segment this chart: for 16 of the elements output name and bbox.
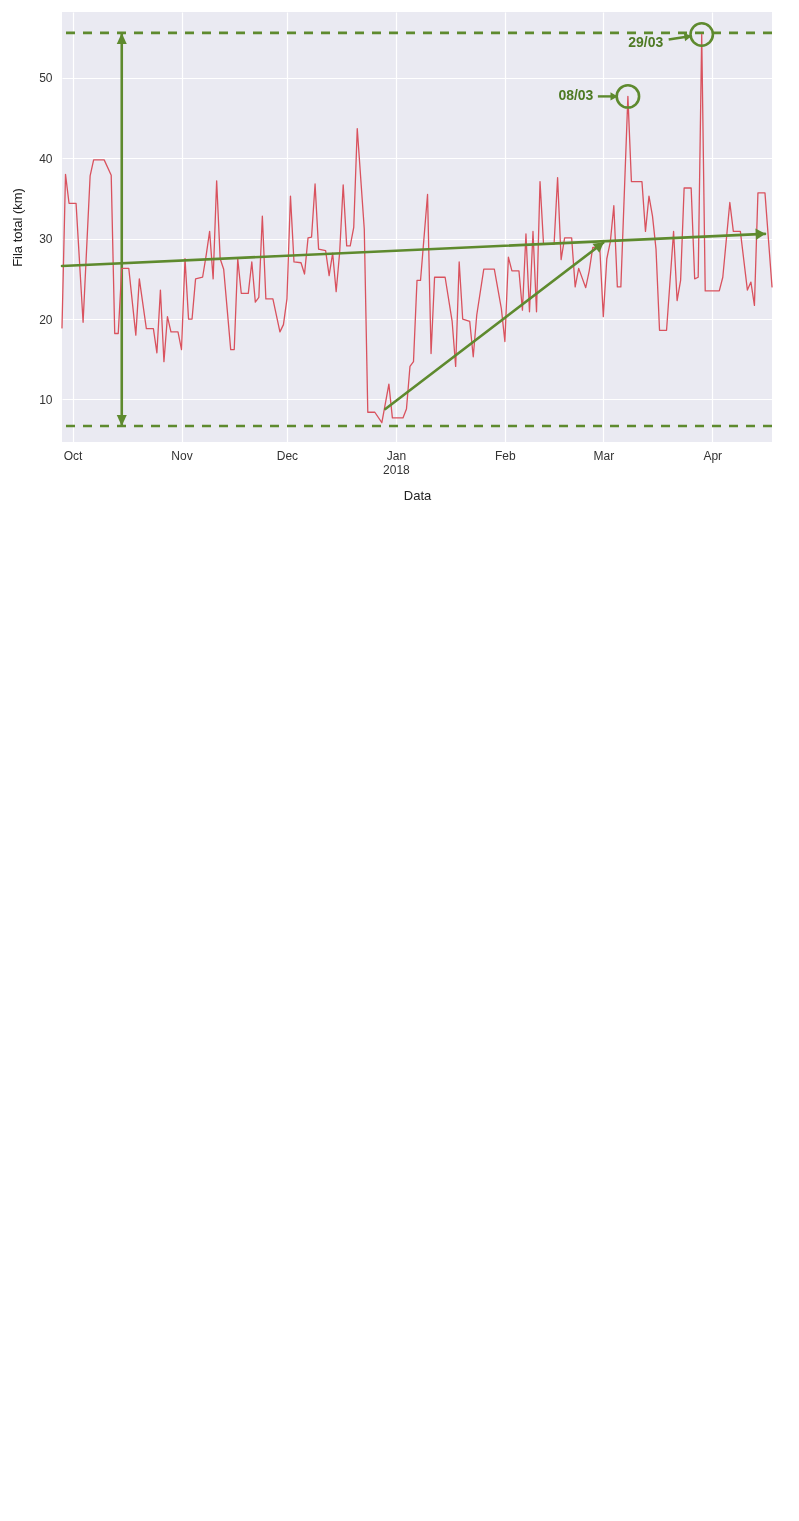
y-tick-label: 10 — [39, 392, 53, 407]
x-tick-label: Feb — [495, 448, 517, 463]
x-tick-label: Oct — [63, 448, 84, 463]
annotation: 08/03 — [558, 87, 594, 104]
x-axis-title: Data — [403, 487, 432, 503]
annotation: 29/03 — [628, 33, 664, 50]
y-tick-label: 20 — [39, 312, 53, 327]
x-tick-label: Mar — [593, 448, 615, 463]
y-axis-title: Fila total (km) — [10, 188, 26, 267]
x-tick-label: Apr — [703, 448, 723, 463]
x-tick-label: Jan 2018 — [383, 448, 411, 477]
y-tick-label: 40 — [39, 151, 53, 166]
y-tick-label: 30 — [39, 232, 53, 247]
y-tick-label: 50 — [39, 71, 53, 86]
x-tick-label: Dec — [276, 448, 299, 463]
x-tick-label: Nov — [171, 448, 193, 463]
